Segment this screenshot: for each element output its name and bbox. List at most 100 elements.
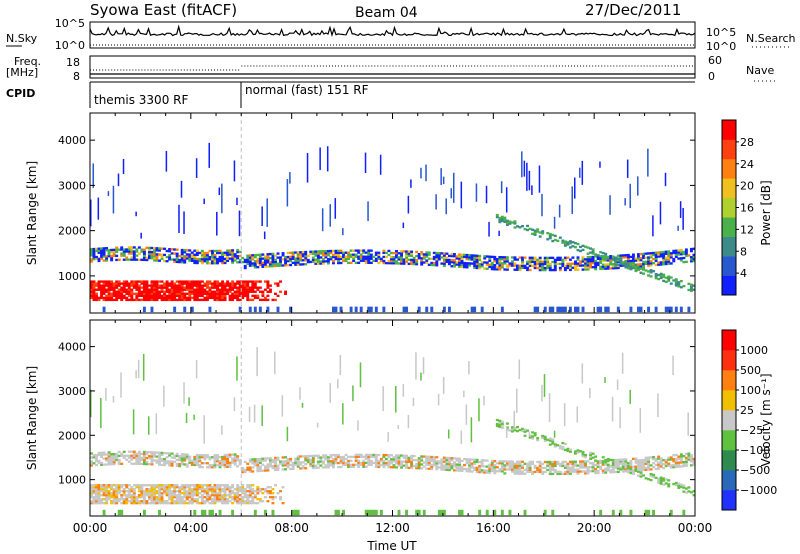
heat-cell	[478, 258, 482, 262]
heat-cell	[654, 257, 658, 261]
x-axis-label: Time UT	[366, 539, 417, 553]
heat-cell	[513, 464, 517, 467]
colorbar-tick-label: 4	[740, 267, 747, 280]
heat-cell	[659, 478, 663, 481]
heat-cell	[551, 438, 555, 441]
heat-cell	[286, 259, 290, 263]
heat-cell	[173, 306, 177, 313]
heat-cell	[589, 455, 593, 458]
heat-cell	[493, 257, 497, 261]
heat-cell	[405, 460, 409, 463]
heat-cell	[465, 255, 469, 259]
heat-cell	[205, 496, 209, 499]
heat-cell	[153, 284, 156, 287]
heat-cell	[236, 490, 240, 493]
heat-cell	[611, 465, 615, 468]
colorbar-tick-label: −500	[740, 464, 770, 477]
heat-cell	[173, 486, 177, 489]
heat-cell	[677, 285, 681, 288]
heat-cell	[321, 466, 325, 469]
heat-cell	[120, 494, 124, 497]
heat-cell	[226, 280, 230, 283]
heat-cell	[100, 461, 104, 464]
heat-cell	[221, 457, 225, 461]
heat-cell	[205, 456, 209, 459]
heat-cell	[647, 262, 651, 265]
heat-cell	[417, 465, 421, 468]
heat-cell	[468, 468, 472, 471]
heat-cell	[536, 470, 540, 474]
heat-cell	[110, 248, 114, 252]
heat-cell	[634, 457, 638, 460]
heat-cell	[374, 251, 378, 254]
heat-cell	[150, 486, 154, 489]
heat-cell	[402, 262, 406, 265]
heat-cell	[369, 459, 373, 463]
heat-cell	[105, 500, 109, 503]
heat-cell	[246, 288, 250, 291]
heat-cell	[647, 270, 651, 273]
heat-cell	[533, 260, 537, 264]
heat-cell	[137, 294, 141, 298]
heat-cell	[226, 484, 230, 487]
heat-cell	[553, 430, 556, 438]
heat-cell	[563, 460, 567, 464]
heat-cell	[334, 249, 338, 253]
heat-cell	[621, 254, 625, 257]
heat-cell	[226, 502, 230, 505]
heat-cell	[579, 464, 582, 467]
heat-cell	[223, 465, 227, 469]
heat-cell	[563, 470, 567, 473]
heat-cell	[586, 472, 590, 475]
heat-cell	[677, 257, 681, 260]
heat-cell	[682, 250, 686, 254]
heat-cell	[642, 264, 645, 268]
heat-cell	[251, 264, 255, 267]
heat-cell	[536, 258, 540, 262]
heat-cell	[170, 492, 174, 495]
heat-cell	[596, 469, 600, 473]
heat-cell	[142, 294, 146, 298]
heat-cell	[130, 296, 134, 300]
colorbar-tick-label: 20	[740, 180, 754, 193]
heat-cell	[218, 294, 222, 298]
heat-cell	[296, 261, 300, 264]
heat-cell	[354, 455, 358, 459]
heat-cell	[130, 498, 134, 501]
heat-cell	[117, 488, 121, 491]
heat-cell	[374, 259, 378, 263]
heat-cell	[155, 290, 159, 293]
frequency-traces	[90, 65, 695, 75]
heat-cell	[218, 465, 222, 469]
heat-cell	[90, 452, 93, 455]
heat-cell	[289, 463, 293, 467]
colorbar-tick-label: 500	[740, 364, 761, 377]
heat-cell	[463, 463, 467, 467]
heat-cell	[203, 282, 207, 285]
heat-cell	[258, 461, 262, 465]
heat-cell	[95, 486, 98, 489]
heat-cell	[286, 465, 290, 469]
heat-cell	[208, 464, 212, 467]
heat-cell	[387, 460, 391, 463]
heat-cell	[392, 251, 396, 255]
heat-cell	[631, 253, 635, 256]
heat-cell	[682, 455, 686, 458]
heat-cell	[528, 468, 532, 471]
heat-cell	[402, 460, 406, 463]
heat-cell	[274, 254, 277, 257]
heat-cell	[271, 258, 275, 262]
heat-cell	[170, 294, 174, 298]
colorbar-tick-label: 25	[740, 404, 754, 417]
heat-cell	[453, 259, 456, 262]
heat-cell	[165, 486, 169, 489]
heat-cell	[248, 288, 252, 291]
heat-cell	[296, 255, 300, 258]
heat-cell	[228, 488, 232, 491]
heat-cell	[261, 457, 265, 460]
heat-cell	[352, 257, 356, 260]
heat-cell	[193, 463, 197, 467]
heat-cell	[672, 251, 676, 255]
heat-cell	[634, 263, 638, 267]
heat-cell	[258, 306, 262, 313]
